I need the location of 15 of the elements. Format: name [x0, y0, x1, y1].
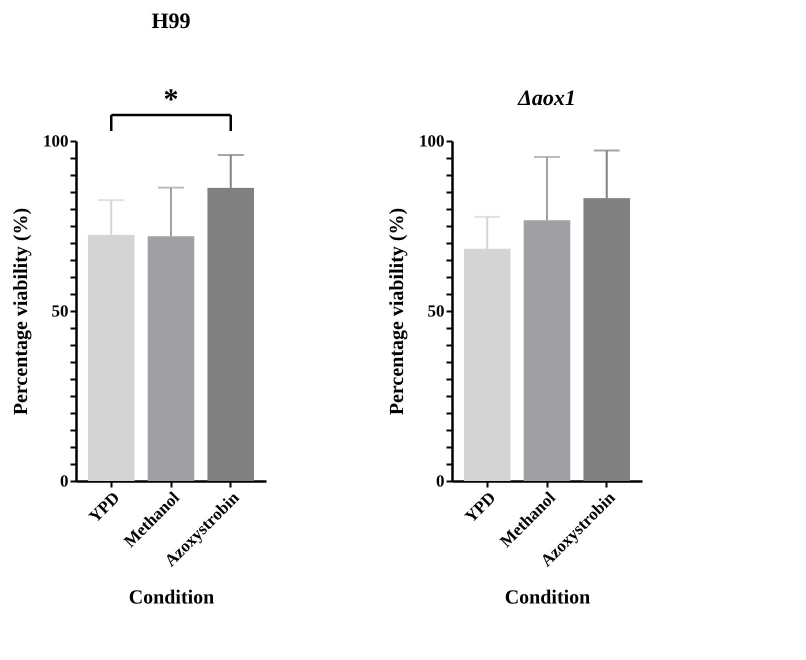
y-axis-title: Percentage viability (%) — [386, 208, 408, 416]
y-axis-title: Percentage viability (%) — [10, 208, 32, 416]
x-axis-title: Condition — [128, 586, 214, 608]
chart-title: Δaox1 — [517, 85, 576, 110]
y-tick-label: 100 — [43, 132, 68, 150]
x-tick-label: YPD — [85, 488, 124, 526]
x-tick-label: YPD — [461, 488, 500, 526]
y-tick-label: 100 — [419, 132, 444, 150]
y-tick-label: 0 — [60, 472, 68, 490]
y-tick-label: 50 — [52, 302, 68, 320]
y-tick-label: 50 — [428, 302, 444, 320]
text: * — [164, 83, 178, 116]
chart-title: H99 — [151, 8, 191, 33]
y-tick-label: 0 — [436, 472, 444, 490]
x-axis-title: Condition — [504, 586, 590, 608]
